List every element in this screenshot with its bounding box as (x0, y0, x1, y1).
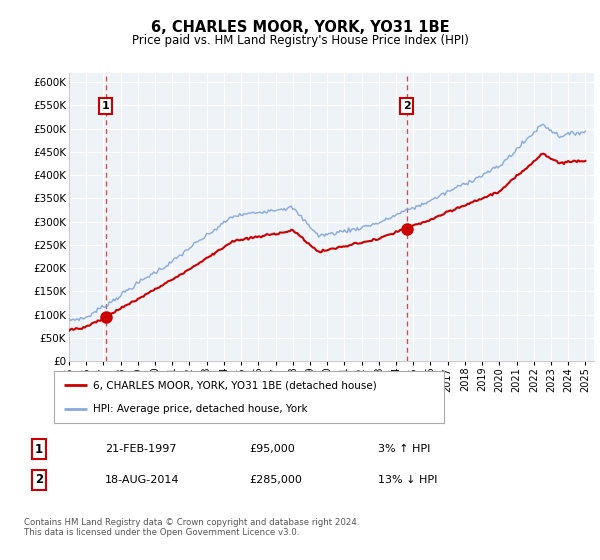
Text: £95,000: £95,000 (249, 444, 295, 454)
Text: 2: 2 (35, 473, 43, 487)
Text: 21-FEB-1997: 21-FEB-1997 (105, 444, 176, 454)
Text: 1: 1 (35, 442, 43, 456)
Text: 18-AUG-2014: 18-AUG-2014 (105, 475, 179, 485)
Text: Price paid vs. HM Land Registry's House Price Index (HPI): Price paid vs. HM Land Registry's House … (131, 34, 469, 46)
Text: 3% ↑ HPI: 3% ↑ HPI (378, 444, 430, 454)
Text: Contains HM Land Registry data © Crown copyright and database right 2024.
This d: Contains HM Land Registry data © Crown c… (24, 518, 359, 538)
Text: £285,000: £285,000 (249, 475, 302, 485)
Text: 13% ↓ HPI: 13% ↓ HPI (378, 475, 437, 485)
Text: 2: 2 (403, 101, 410, 111)
Text: 1: 1 (102, 101, 110, 111)
Text: 6, CHARLES MOOR, YORK, YO31 1BE (detached house): 6, CHARLES MOOR, YORK, YO31 1BE (detache… (93, 380, 377, 390)
Text: HPI: Average price, detached house, York: HPI: Average price, detached house, York (93, 404, 308, 414)
Text: 6, CHARLES MOOR, YORK, YO31 1BE: 6, CHARLES MOOR, YORK, YO31 1BE (151, 20, 449, 35)
